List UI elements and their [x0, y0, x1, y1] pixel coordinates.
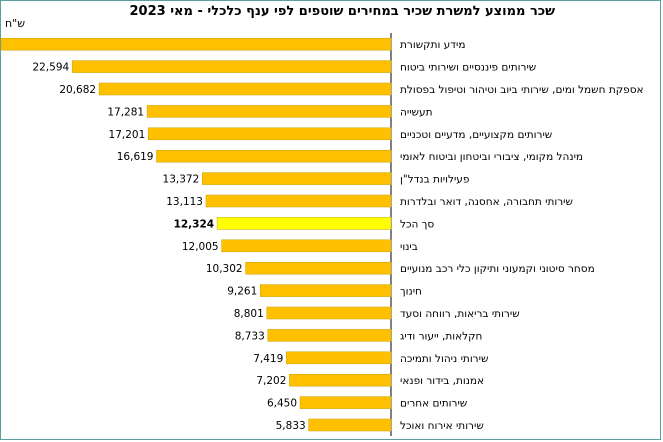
bar	[98, 82, 392, 96]
category-label: תעשייה	[400, 106, 432, 118]
value-label: 8,801	[234, 308, 264, 320]
chart-title: שכר ממוצע למשרת שכיר במחירים שוטפים לפי …	[129, 4, 555, 19]
value-label: 17,281	[107, 106, 144, 118]
bar	[245, 261, 392, 275]
category-label: חקלאות, ייעור ודיג	[400, 330, 482, 342]
category-label: שירותי תחבורה, אחסנה, דואר ובלדרות	[400, 196, 573, 208]
bar	[308, 418, 392, 432]
value-label: 8,733	[235, 330, 265, 342]
category-label: מסחר סיטוני וקמעוני ותיקון כלי רכב מנועי…	[400, 263, 595, 275]
value-label: 20,682	[59, 84, 96, 96]
bar	[267, 329, 392, 342]
category-label: סך הכל	[400, 218, 434, 230]
value-label: 5,833	[276, 420, 306, 432]
value-label: 13,372	[163, 174, 200, 186]
bar	[266, 306, 392, 320]
category-label: שירותים פיננסיים ושירותי ביטוח	[400, 62, 536, 74]
bar	[286, 351, 392, 365]
value-label: 17,201	[109, 129, 146, 141]
category-label: בינוי	[400, 241, 418, 253]
category-label: חינוך	[400, 286, 422, 298]
bar	[289, 373, 392, 387]
value-label: 13,113	[166, 196, 203, 208]
value-label: 12,324	[174, 218, 215, 230]
value-label: 22,594	[32, 62, 69, 74]
bar	[71, 60, 392, 73]
category-label: שירותים אחרים	[400, 398, 467, 410]
category-label: שירותי אירוח ואוכל	[400, 420, 484, 432]
value-label: 10,302	[206, 263, 243, 275]
category-label: אספקת חשמל ומים, שירותי ביוב וטיהור וטיפ…	[400, 84, 644, 96]
category-label: שירותי ניהול ותמיכה	[400, 353, 488, 365]
category-label: אמנות, בידור ופנאי	[400, 375, 484, 387]
category-label: פעילויות בנדל"ן	[400, 174, 469, 186]
value-label: 9,261	[227, 286, 257, 298]
bar	[202, 172, 392, 185]
value-label: 6,450	[267, 398, 297, 410]
bar	[260, 284, 392, 297]
category-label: מידע ותקשורת	[400, 39, 465, 51]
bar	[0, 37, 392, 51]
value-label: 12,005	[182, 241, 219, 253]
unit-label: ש"ח	[5, 17, 26, 30]
bar	[299, 396, 392, 409]
bar	[156, 149, 392, 163]
bar	[221, 239, 392, 253]
bar	[146, 105, 392, 118]
value-label: 16,619	[117, 151, 154, 163]
value-label: 7,419	[253, 353, 283, 365]
value-label: 7,202	[256, 375, 286, 387]
category-label: מינהל מקומי, ציבורי וביטחון וביטוח לאומי	[400, 151, 583, 163]
category-label: שירותים מקצועיים, מדעיים וטכניים	[400, 129, 552, 141]
category-label: שירותי בריאות, רווחה וסעד	[400, 308, 520, 320]
bar-total	[216, 217, 392, 230]
bar	[148, 127, 392, 141]
bar	[205, 194, 392, 208]
